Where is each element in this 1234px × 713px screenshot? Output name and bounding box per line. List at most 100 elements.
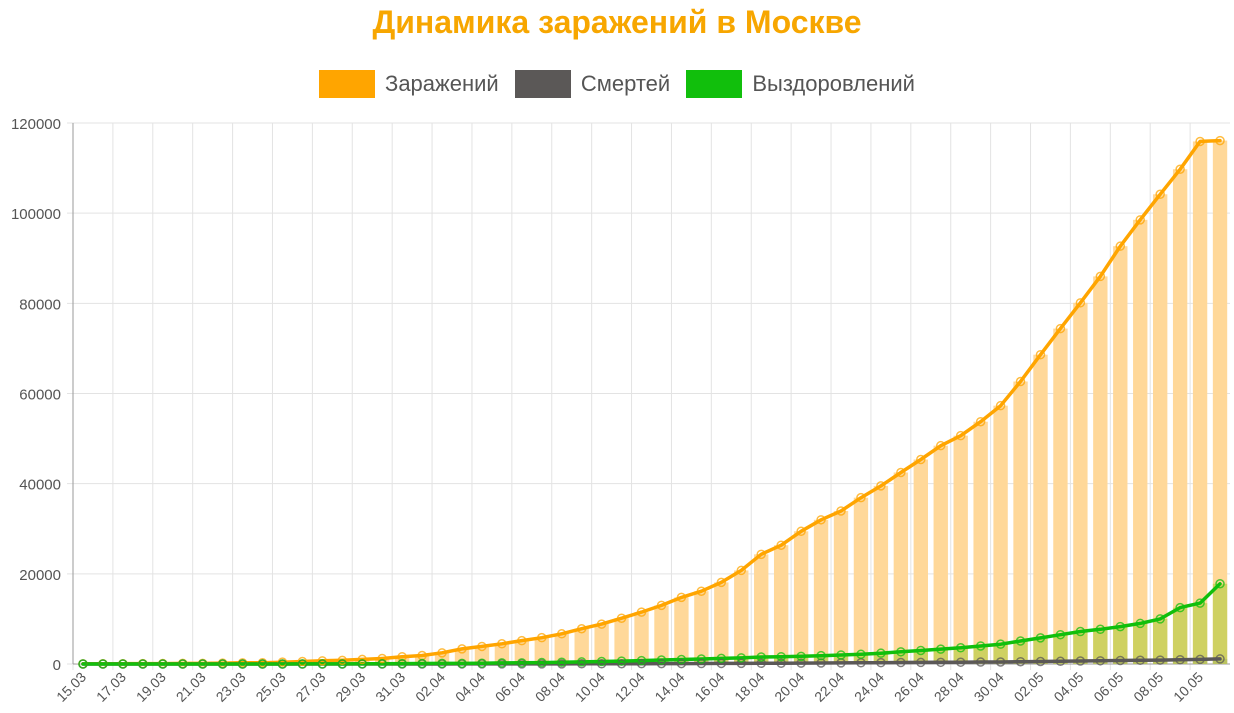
point-recovered xyxy=(257,659,268,669)
bar-infected xyxy=(1192,141,1208,664)
bar-recovered xyxy=(674,659,689,664)
bar-infected xyxy=(375,658,390,664)
point-recovered xyxy=(277,659,288,669)
point-recovered xyxy=(357,659,367,669)
point-recovered xyxy=(836,650,846,660)
point-deaths xyxy=(716,658,727,669)
bar-infected xyxy=(434,652,450,664)
point-deaths xyxy=(1075,656,1086,666)
point-infected xyxy=(936,440,946,451)
x-tick-label: 15.03 xyxy=(53,669,89,705)
point-infected xyxy=(1035,349,1046,360)
point-infected xyxy=(776,540,786,550)
point-recovered xyxy=(1075,626,1086,637)
bar-infected xyxy=(454,648,470,664)
point-recovered xyxy=(916,645,926,656)
legend-swatch-deaths xyxy=(514,70,571,99)
x-tick-label: 19.03 xyxy=(133,669,169,705)
point-infected xyxy=(437,648,447,658)
point-recovered xyxy=(576,657,587,667)
y-tick-label: 100000 xyxy=(11,206,61,223)
point-recovered xyxy=(1155,614,1165,624)
bar-infected xyxy=(913,459,928,664)
x-tick-label: 06.05 xyxy=(1090,669,1126,705)
bar-infected xyxy=(694,591,709,664)
y-tick-label: 20000 xyxy=(19,567,61,584)
bar-recovered xyxy=(714,658,729,664)
point-recovered xyxy=(377,659,387,669)
bar-infected xyxy=(953,435,968,664)
point-recovered xyxy=(98,659,108,669)
point-deaths xyxy=(636,658,647,669)
bar-infected xyxy=(654,605,669,664)
point-deaths xyxy=(876,657,886,668)
point-deaths xyxy=(696,658,707,669)
x-tick-label: 17.03 xyxy=(93,669,129,705)
bar-recovered xyxy=(1212,583,1228,664)
point-deaths xyxy=(916,657,926,668)
point-infected xyxy=(1115,241,1126,251)
legend-swatch-infected xyxy=(319,70,376,99)
point-deaths xyxy=(1115,655,1126,666)
legend-item-deaths[interactable]: Смертей xyxy=(514,70,670,99)
point-infected xyxy=(1135,215,1145,225)
bar-recovered xyxy=(694,659,709,664)
x-tick-label: 04.05 xyxy=(1050,669,1086,705)
x-tick-label: 08.04 xyxy=(532,669,568,705)
point-recovered xyxy=(78,659,88,669)
bar-infected xyxy=(474,646,490,664)
point-infected xyxy=(955,430,966,441)
point-infected xyxy=(676,592,687,603)
legend-label-infected: Заражений xyxy=(385,71,499,97)
bar-infected xyxy=(754,554,769,664)
legend-item-recovered[interactable]: Выздоровлений xyxy=(686,70,915,99)
bar-recovered xyxy=(1172,607,1188,664)
bar-infected xyxy=(773,545,789,664)
point-infected xyxy=(1075,298,1086,308)
bar-recovered xyxy=(1113,626,1128,664)
point-deaths xyxy=(1155,655,1165,665)
x-tick-label: 26.04 xyxy=(891,669,927,705)
bar-recovered xyxy=(1152,618,1168,664)
point-deaths xyxy=(796,658,806,668)
point-infected xyxy=(397,651,407,662)
x-tick-label: 16.04 xyxy=(691,669,727,705)
point-deaths xyxy=(936,657,946,668)
point-infected xyxy=(1155,189,1165,200)
x-tick-label: 02.04 xyxy=(412,669,448,705)
point-deaths xyxy=(1035,656,1046,667)
point-deaths xyxy=(776,658,786,668)
point-infected xyxy=(497,639,507,649)
point-infected xyxy=(836,506,846,516)
point-infected xyxy=(537,632,547,643)
point-recovered xyxy=(1015,636,1026,646)
legend-item-infected[interactable]: Заражений xyxy=(319,70,499,99)
point-recovered xyxy=(676,654,687,665)
point-recovered xyxy=(756,652,766,662)
bar-infected xyxy=(734,570,749,664)
x-tick-label: 10.04 xyxy=(572,669,608,705)
bar-infected xyxy=(873,485,889,664)
x-tick-label: 21.03 xyxy=(173,669,209,705)
y-tick-label: 0 xyxy=(53,657,61,674)
point-recovered xyxy=(477,658,487,668)
point-infected xyxy=(756,549,766,560)
point-recovered xyxy=(317,659,328,669)
bar-recovered xyxy=(1073,631,1088,664)
bar-infected xyxy=(1053,328,1068,664)
y-tick-label: 40000 xyxy=(19,477,61,494)
bar-infected xyxy=(973,421,988,664)
point-recovered xyxy=(1055,629,1066,640)
bar-infected xyxy=(993,405,1008,664)
point-deaths xyxy=(955,657,966,667)
point-infected xyxy=(696,586,707,596)
point-infected xyxy=(1195,136,1205,147)
bar-infected xyxy=(1013,381,1028,664)
point-infected xyxy=(517,635,527,646)
bar-infected xyxy=(614,618,629,664)
point-recovered xyxy=(1095,624,1106,635)
point-recovered xyxy=(177,659,188,669)
x-tick-label: 30.04 xyxy=(971,669,1007,705)
x-tick-label: 08.05 xyxy=(1130,669,1166,705)
line-recovered xyxy=(81,582,1222,666)
